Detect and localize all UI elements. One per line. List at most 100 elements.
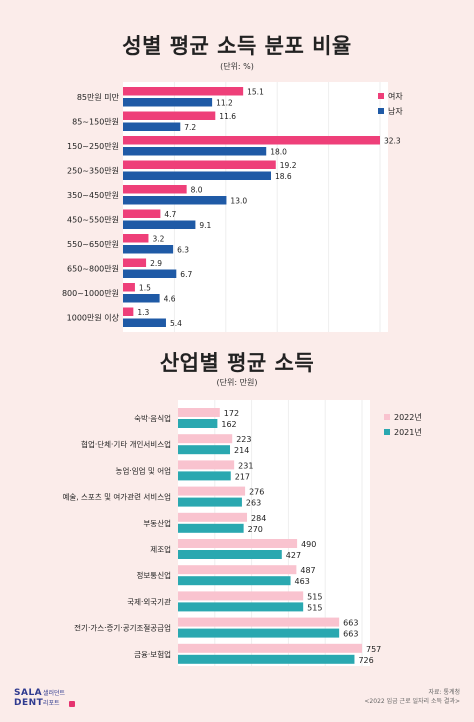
chart1-value-label: 32.3 xyxy=(384,137,401,146)
chart2-value-label: 490 xyxy=(301,540,316,549)
chart2-category-label: 부동산업 xyxy=(143,518,171,528)
chart1-category-label: 450~550만원 xyxy=(67,215,119,224)
chart2-bar xyxy=(178,617,340,627)
chart2-value-label: 214 xyxy=(234,446,249,455)
chart2-category-label: 예술, 스포츠 및 여가관련 서비스업 xyxy=(62,492,171,502)
brand-line1: SALA xyxy=(14,688,43,698)
brand-logo: SALA DENT 샐러던트 리포트 xyxy=(14,688,76,714)
chart1-bar xyxy=(123,245,174,254)
chart2-bar xyxy=(178,445,231,455)
chart1-category-label: 550~650만원 xyxy=(67,240,119,249)
chart1-bar xyxy=(123,98,213,107)
source-line1: 자료: 통계청 xyxy=(428,689,460,696)
chart1-value-label: 15.1 xyxy=(247,88,264,97)
chart1-unit: (단위: %) xyxy=(220,62,254,71)
chart2-legend-label: 2022년 xyxy=(394,412,422,422)
chart1-value-label: 6.7 xyxy=(180,270,192,279)
chart2-bar xyxy=(178,565,297,575)
chart1-legend-label: 여자 xyxy=(388,91,403,101)
chart1-value-label: 1.5 xyxy=(139,284,151,293)
chart1-bar xyxy=(123,307,134,316)
chart2-value-label: 270 xyxy=(248,525,263,534)
chart1-bar xyxy=(123,185,187,194)
chart1-bar xyxy=(123,171,271,180)
chart1-bar xyxy=(123,209,161,218)
chart2-bar xyxy=(178,460,235,470)
chart1-bar xyxy=(123,111,216,120)
chart2-value-label: 172 xyxy=(224,409,239,418)
chart2-category-label: 농업·임업 및 어업 xyxy=(116,465,171,475)
chart1-value-label: 7.2 xyxy=(184,123,196,132)
chart1-category-label: 650~800만원 xyxy=(67,264,119,273)
chart1-value-label: 19.2 xyxy=(280,161,297,170)
chart2-value-label: 726 xyxy=(358,656,373,665)
chart1-title: 성별 평균 소득 분포 비율 xyxy=(122,34,352,58)
chart2-value-label: 231 xyxy=(238,461,253,470)
chart2-bar xyxy=(178,419,218,428)
chart2-category-label: 협업·단체·기타 개인서비스업 xyxy=(81,439,171,449)
chart1-value-label: 18.0 xyxy=(270,148,287,157)
chart1-value-label: 13.0 xyxy=(230,197,247,206)
chart1-value-label: 18.6 xyxy=(275,172,292,181)
chart2-bar xyxy=(178,539,298,548)
chart1-legend-swatch xyxy=(378,108,384,114)
chart1-bar xyxy=(123,258,147,267)
chart1-bar xyxy=(123,160,276,169)
chart1-category-label: 350~450만원 xyxy=(67,191,119,200)
chart2-bar xyxy=(178,471,231,481)
chart1-legend-label: 남자 xyxy=(388,107,403,116)
chart1-bar xyxy=(123,220,196,229)
chart2-value-label: 217 xyxy=(235,472,250,481)
chart1-value-label: 4.7 xyxy=(164,210,176,219)
chart1-bar xyxy=(123,318,166,327)
chart1-category-label: 150~250만원 xyxy=(67,142,119,151)
chart2-bar xyxy=(178,523,244,533)
chart2-value-label: 427 xyxy=(286,551,301,560)
chart2-value-label: 515 xyxy=(307,592,322,601)
chart2-value-label: 463 xyxy=(295,577,310,586)
chart1-bar xyxy=(123,294,160,303)
chart2-value-label: 663 xyxy=(343,619,358,628)
chart1-bar xyxy=(123,122,181,131)
chart2-bar xyxy=(178,486,246,496)
chart2-bar xyxy=(178,434,233,444)
chart1-value-label: 3.2 xyxy=(152,235,164,244)
chart1-value-label: 11.2 xyxy=(216,99,233,108)
chart2-value-label: 487 xyxy=(300,566,315,575)
chart2-category-label: 국제·외국기관 xyxy=(127,596,171,606)
chart2-bar xyxy=(178,550,282,559)
chart1-category-label: 85만원 미만 xyxy=(77,93,120,102)
chart2-legend-swatch xyxy=(384,429,390,435)
chart1-value-label: 9.1 xyxy=(199,221,211,230)
chart2-title: 산업별 평균 소득 xyxy=(159,351,315,375)
chart1-value-label: 11.6 xyxy=(219,112,236,121)
chart2-bar xyxy=(178,576,291,586)
brand-korean1: 샐러던트 xyxy=(43,690,66,697)
chart2-unit: (단위: 만원) xyxy=(216,378,258,387)
chart2-category-label: 제조업 xyxy=(150,545,171,554)
chart2-legend-label: 2021년 xyxy=(394,427,422,437)
chart2-category-label: 숙박·음식업 xyxy=(134,413,171,423)
chart1-legend-swatch xyxy=(378,93,384,99)
chart1-value-label: 8.0 xyxy=(191,186,203,195)
chart2-category-label: 정보통신업 xyxy=(137,570,172,580)
chart2-bar xyxy=(178,408,220,417)
chart2-bar xyxy=(178,497,242,507)
chart2-value-label: 663 xyxy=(343,630,358,639)
chart2-category-label: 전기·가스·증기·공기조절공급업 xyxy=(74,623,171,633)
chart2-value-label: 515 xyxy=(307,603,322,612)
chart1-value-label: 4.6 xyxy=(164,295,176,304)
chart1-value-label: 6.3 xyxy=(177,246,189,255)
source-note: 자료: 통계청 <2022 임금 근로 일자리 소득 결과> xyxy=(364,688,460,706)
chart2-value-label: 284 xyxy=(251,514,266,523)
chart2-bar xyxy=(178,654,355,664)
chart2-bar xyxy=(178,628,340,638)
chart2-value-label: 162 xyxy=(221,420,236,429)
chart1-value-label: 5.4 xyxy=(170,319,182,328)
brand-mark-icon xyxy=(69,701,75,707)
gender-income-chart: 85만원 미만 15.1 11.2 85~150만원 11.6 7.2 150~250만원 3… xyxy=(62,82,403,332)
chart1-bar xyxy=(123,196,227,205)
brand-korean2: 리포트 xyxy=(43,700,60,707)
source-line2: <2022 임금 근로 일자리 소득 결과> xyxy=(364,698,460,705)
chart1-bar xyxy=(123,283,135,292)
